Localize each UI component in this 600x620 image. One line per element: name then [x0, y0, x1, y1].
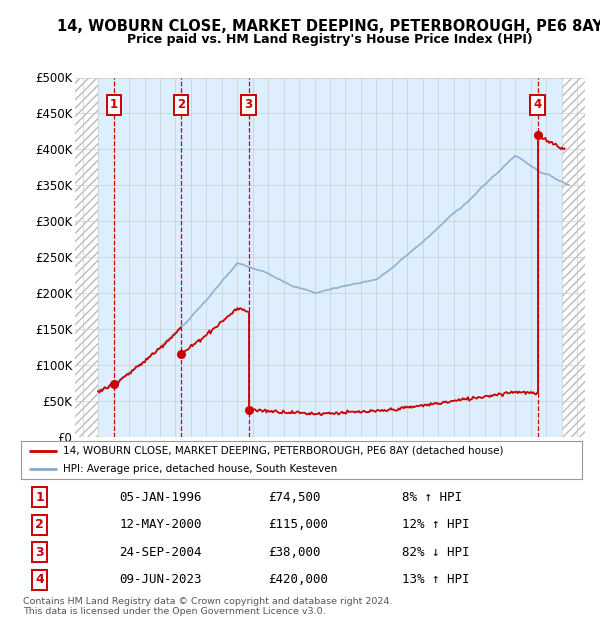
Text: 2: 2: [177, 99, 185, 112]
Text: 12% ↑ HPI: 12% ↑ HPI: [403, 518, 470, 531]
Text: £38,000: £38,000: [268, 546, 320, 559]
Text: 1: 1: [110, 99, 118, 112]
Text: 14, WOBURN CLOSE, MARKET DEEPING, PETERBOROUGH, PE6 8AY (detached house): 14, WOBURN CLOSE, MARKET DEEPING, PETERB…: [63, 446, 503, 456]
Text: Price paid vs. HM Land Registry's House Price Index (HPI): Price paid vs. HM Land Registry's House …: [127, 33, 533, 46]
Text: HPI: Average price, detached house, South Kesteven: HPI: Average price, detached house, Sout…: [63, 464, 337, 474]
Text: 2: 2: [35, 518, 44, 531]
Text: £420,000: £420,000: [268, 574, 328, 587]
Text: 13% ↑ HPI: 13% ↑ HPI: [403, 574, 470, 587]
Text: 1: 1: [35, 490, 44, 503]
Text: 09-JUN-2023: 09-JUN-2023: [119, 574, 202, 587]
Text: 3: 3: [244, 99, 253, 112]
Bar: [562, 78, 585, 437]
Text: This data is licensed under the Open Government Licence v3.0.: This data is licensed under the Open Gov…: [23, 608, 325, 616]
Text: 05-JAN-1996: 05-JAN-1996: [119, 490, 202, 503]
Text: 82% ↓ HPI: 82% ↓ HPI: [403, 546, 470, 559]
Text: Contains HM Land Registry data © Crown copyright and database right 2024.: Contains HM Land Registry data © Crown c…: [23, 597, 392, 606]
Text: 8% ↑ HPI: 8% ↑ HPI: [403, 490, 463, 503]
Bar: [75, 78, 98, 437]
Text: 14, WOBURN CLOSE, MARKET DEEPING, PETERBOROUGH, PE6 8AY: 14, WOBURN CLOSE, MARKET DEEPING, PETERB…: [57, 19, 600, 33]
Text: 3: 3: [35, 546, 44, 559]
Text: £74,500: £74,500: [268, 490, 320, 503]
Text: £115,000: £115,000: [268, 518, 328, 531]
Text: 12-MAY-2000: 12-MAY-2000: [119, 518, 202, 531]
Text: 24-SEP-2004: 24-SEP-2004: [119, 546, 202, 559]
Text: 4: 4: [533, 99, 542, 112]
Text: 4: 4: [35, 574, 44, 587]
